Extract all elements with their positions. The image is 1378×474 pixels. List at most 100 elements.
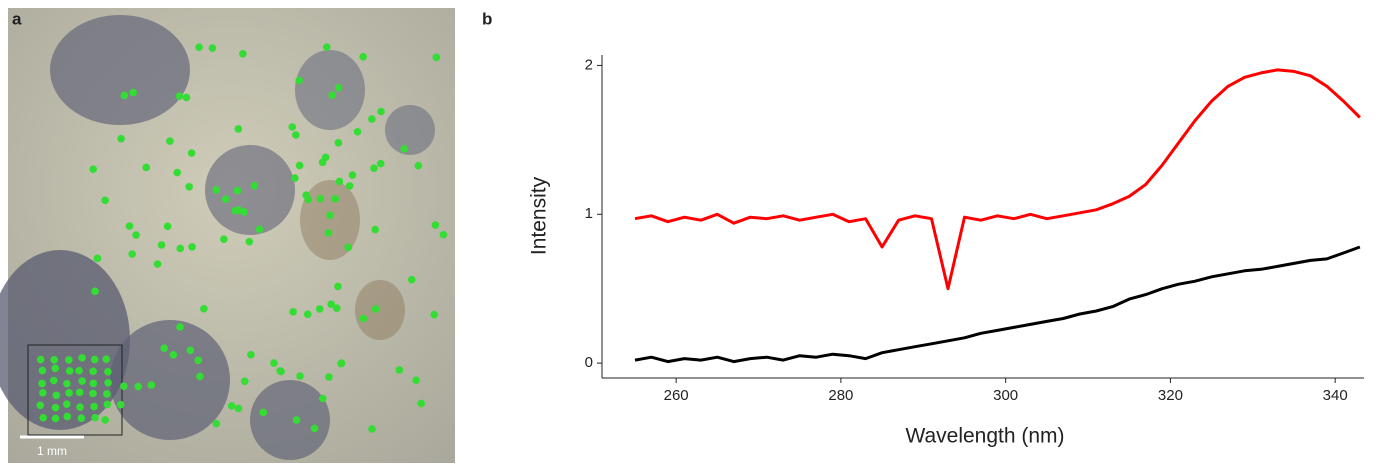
spot bbox=[247, 350, 255, 359]
spot bbox=[212, 419, 221, 428]
spot bbox=[188, 243, 196, 251]
spot bbox=[134, 382, 143, 391]
spot bbox=[292, 131, 300, 139]
spot bbox=[344, 243, 353, 252]
spot bbox=[291, 174, 299, 182]
spot bbox=[368, 425, 376, 433]
spot bbox=[39, 413, 48, 422]
spot bbox=[120, 382, 128, 390]
spot bbox=[270, 359, 278, 367]
spot bbox=[316, 194, 325, 203]
spot bbox=[227, 402, 236, 410]
spot bbox=[327, 300, 336, 308]
spot bbox=[176, 323, 184, 331]
spot bbox=[90, 402, 98, 411]
spot bbox=[310, 424, 319, 433]
spot bbox=[359, 52, 367, 61]
spot bbox=[221, 195, 230, 203]
spot bbox=[128, 250, 136, 258]
spot bbox=[38, 366, 47, 375]
spot bbox=[325, 373, 333, 381]
spot bbox=[103, 390, 111, 398]
spot bbox=[334, 83, 343, 92]
spot bbox=[38, 379, 46, 388]
spot bbox=[132, 231, 140, 239]
spot bbox=[318, 394, 327, 403]
spot bbox=[89, 165, 97, 173]
spot bbox=[348, 171, 357, 179]
spot bbox=[377, 107, 385, 116]
x-axis-title: Wavelength (nm) bbox=[905, 425, 1064, 448]
spot bbox=[169, 350, 178, 359]
x-tick-label: 300 bbox=[993, 387, 1018, 404]
y-axis-title: Intensity bbox=[528, 176, 551, 255]
spot bbox=[368, 115, 376, 123]
spot bbox=[359, 314, 368, 323]
dark-region bbox=[385, 105, 435, 155]
spot bbox=[63, 379, 71, 388]
dark-region bbox=[295, 50, 365, 130]
spot bbox=[432, 53, 441, 62]
spot bbox=[36, 355, 45, 364]
spot bbox=[75, 366, 83, 375]
x-tick-label: 260 bbox=[664, 387, 689, 404]
x-tick-label: 280 bbox=[828, 387, 853, 404]
spot bbox=[430, 310, 438, 319]
panel-label: b bbox=[482, 9, 492, 28]
spot bbox=[233, 186, 242, 195]
spot bbox=[120, 91, 129, 100]
spot bbox=[288, 123, 297, 131]
spot bbox=[304, 195, 313, 204]
spot bbox=[117, 134, 125, 143]
spot bbox=[65, 389, 73, 397]
spot bbox=[147, 381, 156, 389]
spot bbox=[295, 161, 304, 170]
spot bbox=[51, 414, 60, 423]
spot bbox=[50, 376, 58, 385]
spot bbox=[239, 49, 247, 58]
spot bbox=[65, 356, 73, 364]
spot bbox=[51, 403, 60, 412]
spot bbox=[371, 225, 379, 234]
panel-label: a bbox=[12, 9, 22, 28]
spot bbox=[414, 161, 423, 170]
spot bbox=[142, 163, 151, 172]
spot bbox=[153, 260, 162, 268]
spot bbox=[91, 413, 99, 422]
x-tick-label: 320 bbox=[1158, 387, 1183, 404]
spot bbox=[89, 367, 97, 376]
spot bbox=[395, 366, 404, 374]
spot bbox=[78, 354, 86, 362]
spot bbox=[175, 92, 184, 100]
spot bbox=[439, 230, 448, 239]
spot bbox=[52, 391, 61, 400]
spot bbox=[259, 408, 268, 417]
spot bbox=[337, 359, 346, 367]
brown-region bbox=[355, 280, 405, 340]
spot bbox=[324, 229, 333, 237]
spot bbox=[234, 125, 243, 133]
spot bbox=[292, 416, 301, 424]
spot bbox=[93, 254, 102, 263]
spot bbox=[208, 44, 217, 52]
spot bbox=[240, 208, 248, 216]
y-tick-label: 1 bbox=[585, 205, 593, 222]
spot bbox=[194, 356, 203, 365]
y-tick-label: 0 bbox=[585, 354, 593, 371]
spot bbox=[91, 287, 99, 296]
spot bbox=[335, 177, 344, 186]
spot bbox=[182, 93, 191, 102]
spot bbox=[332, 304, 341, 312]
spot bbox=[101, 196, 109, 205]
brown-region bbox=[300, 180, 360, 260]
spot bbox=[62, 400, 71, 408]
spot bbox=[163, 222, 172, 231]
spectrum-line bbox=[634, 245, 1361, 364]
spot bbox=[250, 181, 259, 190]
spot bbox=[371, 305, 380, 313]
spot bbox=[315, 305, 324, 313]
spot bbox=[104, 378, 112, 387]
spot bbox=[431, 221, 440, 229]
x-tick-label: 340 bbox=[1323, 387, 1348, 404]
spot-markers bbox=[36, 43, 448, 433]
